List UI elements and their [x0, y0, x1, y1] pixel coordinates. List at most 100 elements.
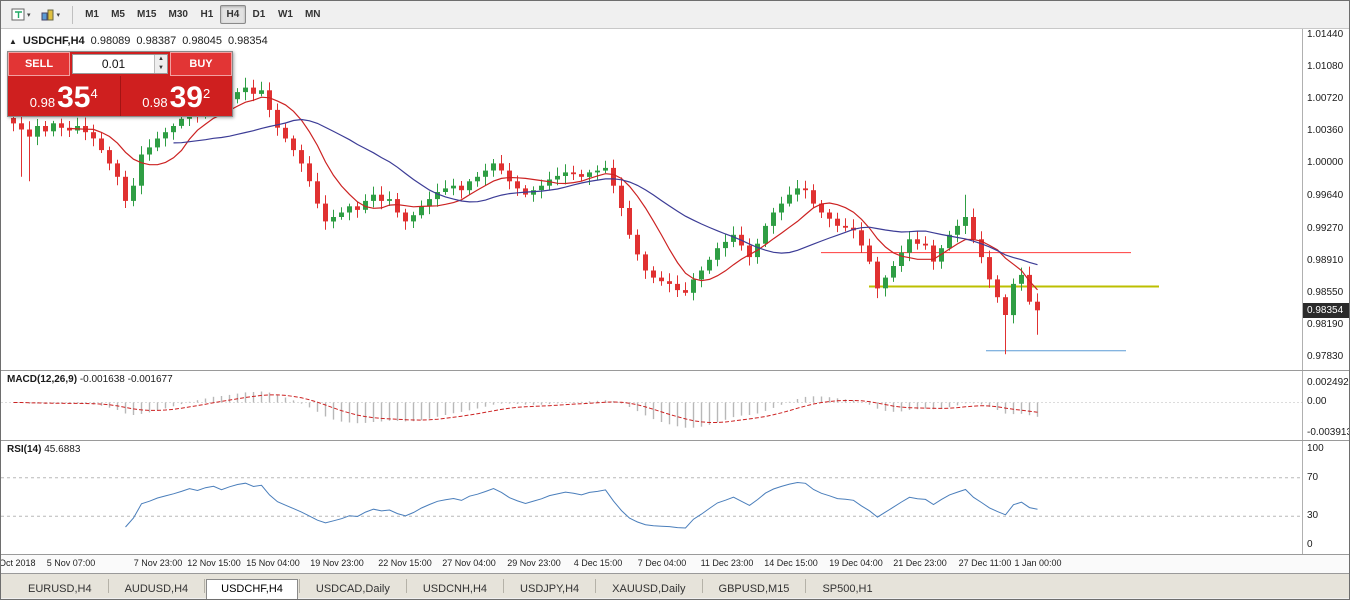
chart-template-icon[interactable]: ▾: [7, 5, 35, 25]
current-price-badge: 0.98354: [1303, 302, 1349, 318]
tab-separator: [805, 579, 807, 593]
timeframe-m15[interactable]: M15: [137, 9, 157, 20]
rsi-tick: 100: [1307, 443, 1324, 454]
tab-gbpusd-m15[interactable]: GBPUSD,M15: [718, 583, 790, 595]
timeframe-w1[interactable]: W1: [277, 9, 293, 20]
timeframe-mn[interactable]: MN: [304, 9, 321, 20]
rsi-value: 45.6883: [44, 444, 81, 455]
timeframe-h4[interactable]: H4: [219, 5, 246, 24]
macd-indicator-pane[interactable]: 0.002492 0.00 -0.003913 MACD(12,26,9) -0.0…: [1, 370, 1349, 440]
buy-price-pip: 2: [202, 86, 211, 101]
timeframe-d1[interactable]: D1: [252, 9, 266, 20]
rsi-label: RSI(14) 45.6883: [7, 444, 80, 455]
time-tick: 15 Nov 04:00: [246, 558, 300, 568]
candlestick-chart[interactable]: [1, 29, 1303, 370]
timeframe-m5[interactable]: M5: [111, 9, 125, 20]
tab-usdcnh-h4[interactable]: USDCNH,H4: [422, 583, 488, 595]
tab-separator: [298, 579, 300, 593]
macd-chart: [1, 391, 1303, 428]
macd-axis: 0.002492 0.00 -0.003913: [1302, 371, 1349, 440]
tab-separator: [503, 579, 505, 593]
tab-usdjpy-h4[interactable]: USDJPY,H4: [520, 583, 580, 595]
quote-close: 0.98354: [227, 35, 268, 47]
rsi-tick: 0: [1307, 539, 1313, 550]
tab-sp500-h1[interactable]: SP500,H1: [822, 583, 873, 595]
time-tick: 1 Jan 00:00: [1014, 558, 1062, 568]
sell-button[interactable]: SELL: [8, 52, 70, 76]
toolbar-separator: [72, 5, 74, 24]
price-tick: 0.99640: [1307, 189, 1344, 201]
time-tick: 4 Dec 15:00: [573, 558, 623, 568]
price-tick: 0.98910: [1307, 254, 1344, 266]
sell-price-pip: 4: [90, 86, 98, 101]
macd-tick: -0.003913: [1307, 427, 1350, 438]
quote-open: 0.98089: [90, 35, 131, 47]
time-tick: 22 Nov 15:00: [378, 558, 432, 568]
lot-value[interactable]: 0.01: [101, 57, 126, 71]
quote-low: 0.98045: [182, 35, 222, 47]
tab-xauusd-daily[interactable]: XAUUSD,Daily: [612, 583, 686, 595]
chevron-down-icon: ▾: [27, 11, 31, 19]
price-tick: 0.98190: [1307, 318, 1344, 330]
price-tick: 0.98550: [1307, 286, 1344, 298]
price-tick: 0.99270: [1307, 222, 1344, 234]
tab-usdcad-daily[interactable]: USDCAD,Daily: [315, 583, 390, 595]
timeframe-m1[interactable]: M1: [85, 9, 99, 20]
price-axis: 1.01440 1.01080 1.00720 1.00360 1.00000 0.996…: [1302, 29, 1349, 370]
price-tick: 1.01440: [1307, 29, 1344, 40]
time-axis: 31 Oct 2018 5 Nov 07:00 7 Nov 23:00 12 Nov …: [1, 554, 1349, 573]
tab-separator: [405, 579, 407, 593]
time-tick: 5 Nov 07:00: [46, 558, 96, 568]
time-tick: 19 Dec 04:00: [829, 558, 883, 568]
tab-audusd-h4[interactable]: AUDUSD,H4: [124, 583, 189, 595]
tab-usdchf-h4[interactable]: USDCHF,H4: [206, 579, 298, 599]
time-tick: 7 Dec 04:00: [637, 558, 687, 568]
time-tick: 7 Nov 23:00: [133, 558, 183, 568]
sell-price-main: 35: [57, 81, 91, 114]
buy-button[interactable]: BUY: [170, 52, 232, 76]
time-tick: 12 Nov 15:00: [187, 558, 241, 568]
time-tick: 14 Dec 15:00: [764, 558, 818, 568]
rsi-indicator-pane[interactable]: 100 70 30 0 RSI(14) 45.6883: [1, 440, 1349, 554]
rsi-chart: [1, 477, 1303, 529]
macd-label: MACD(12,26,9) -0.001638 -0.001677: [7, 374, 173, 385]
tab-eurusd-h4[interactable]: EURUSD,H4: [28, 583, 92, 595]
time-tick: 21 Dec 23:00: [893, 558, 947, 568]
price-tick: 1.00720: [1307, 93, 1344, 105]
lot-size-input[interactable]: 0.01 ▲ ▼: [72, 54, 168, 74]
symbol-label: USDCHF,H4: [22, 35, 85, 47]
rsi-tick: 30: [1307, 510, 1319, 522]
timeframe-bar: M1 M5 M15 M30 H1 H4 D1 W1 MN: [79, 5, 326, 24]
buy-price-main: 39: [169, 81, 203, 114]
one-click-trading-panel: SELL 0.01 ▲ ▼ BUY 0.98 35 4 0.98: [7, 51, 233, 117]
buy-price[interactable]: 0.98 39 2: [121, 76, 233, 116]
tab-separator: [595, 579, 597, 593]
indicators-icon[interactable]: ▾: [37, 5, 65, 25]
time-tick: 29 Nov 23:00: [507, 558, 561, 568]
lot-increase-button[interactable]: ▲: [155, 55, 167, 64]
chart-symbol-header: ▲ USDCHF,H4 0.98089 0.98387 0.98045 0.98…: [9, 35, 268, 47]
sell-price[interactable]: 0.98 35 4: [8, 76, 121, 116]
main-chart-pane[interactable]: 1.01440 1.01080 1.00720 1.00360 1.00000 0.996…: [1, 29, 1349, 370]
template-glyph: [11, 8, 25, 20]
time-tick: 27 Nov 04:00: [442, 558, 496, 568]
up-triangle-icon: ▲: [9, 36, 17, 46]
timeframe-h1[interactable]: H1: [200, 9, 214, 20]
rsi-axis: 100 70 30 0: [1302, 441, 1349, 554]
tab-separator: [107, 579, 109, 593]
tab-separator: [204, 579, 206, 593]
indicators-glyph: [41, 9, 54, 20]
price-tick: 1.00360: [1307, 125, 1344, 137]
price-tick: 0.97830: [1307, 351, 1344, 362]
trade-controls-row: SELL 0.01 ▲ ▼ BUY: [8, 52, 232, 76]
macd-tick: 0.002492: [1307, 377, 1349, 388]
timeframe-m30[interactable]: M30: [168, 9, 188, 20]
time-tick: 27 Dec 11:00: [958, 558, 1012, 568]
macd-tick: 0.00: [1307, 396, 1327, 408]
lot-decrease-button[interactable]: ▼: [155, 64, 167, 73]
chevron-down-icon: ▾: [56, 11, 61, 19]
time-tick: 11 Dec 23:00: [700, 558, 754, 568]
price-tick: 1.01080: [1307, 61, 1344, 73]
quote-high: 0.98387: [136, 35, 177, 47]
